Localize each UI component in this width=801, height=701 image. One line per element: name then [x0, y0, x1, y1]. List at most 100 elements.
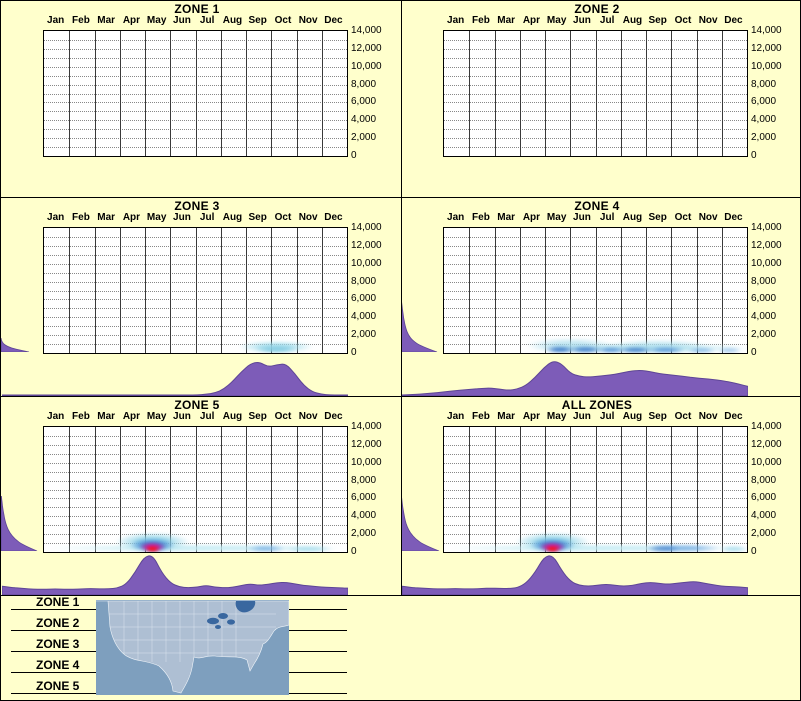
y-axis-tick-label: 14,000 — [351, 25, 382, 36]
grid-month-line — [671, 31, 673, 156]
month-label: Apr — [522, 15, 541, 26]
month-label: Jul — [199, 15, 215, 26]
season-density-curve — [402, 555, 748, 595]
grid-month-line — [545, 427, 546, 552]
heat-blob — [283, 544, 335, 552]
grid-month-line — [119, 427, 121, 552]
heat-blob — [595, 345, 626, 353]
grid-month-line — [321, 427, 323, 552]
month-label: Aug — [222, 411, 243, 422]
month-label: Dec — [324, 15, 343, 26]
month-label: Feb — [472, 212, 490, 223]
grid-month-line — [119, 228, 121, 353]
month-label: Dec — [724, 212, 743, 223]
zone-panel-zone-2: ZONE 2 Jan Feb Mar Apr May Jun Jul Aug Sep Oct Nov D… — [401, 1, 800, 198]
month-label: Mar — [497, 15, 516, 26]
grid-month-line — [494, 31, 496, 156]
month-label: Jul — [599, 411, 615, 422]
map-state-lines — [108, 601, 276, 662]
row-divider-3 — [1, 595, 800, 596]
panel-title: ALL ZONES — [561, 398, 633, 412]
heat-blob — [646, 345, 687, 353]
grid-month-line — [570, 31, 572, 156]
y-axis-tick-label: 14,000 — [751, 421, 782, 432]
grid-month-line — [721, 228, 723, 353]
grid-month-line — [220, 228, 222, 353]
grid-month-line — [321, 31, 323, 156]
y-axis-tick-label: 14,000 — [751, 222, 782, 233]
y-axis-tick-label: 8,000 — [751, 78, 777, 90]
month-label: Feb — [72, 212, 90, 223]
y-axis-tick-label: 0 — [751, 347, 757, 358]
month-label: Aug — [222, 15, 243, 26]
grid-month-line — [671, 228, 673, 353]
month-label: Jun — [573, 15, 591, 26]
row-divider-2 — [1, 396, 800, 397]
grid-month-line — [145, 31, 146, 156]
grid-month-line — [69, 31, 71, 156]
heat-blob — [44, 542, 347, 552]
phenology-grid — [443, 227, 748, 354]
grid-month-line — [620, 228, 622, 353]
y-axis-tick-label: 12,000 — [351, 239, 382, 251]
grid-month-line — [220, 427, 222, 552]
month-label: Feb — [72, 15, 90, 26]
grid-month-line — [646, 427, 647, 552]
grid-month-line — [94, 427, 96, 552]
month-label: Oct — [674, 15, 692, 26]
heat-blob — [246, 543, 287, 552]
phenology-grid — [443, 30, 748, 157]
month-label: Nov — [698, 411, 718, 422]
legend-zone-label: ZONE 1 — [36, 595, 80, 609]
elevation-density-curve — [401, 496, 440, 551]
month-label: Sep — [648, 212, 667, 223]
column-divider — [401, 1, 402, 596]
y-axis-tick-label: 10,000 — [751, 60, 782, 72]
month-label: Jul — [599, 212, 615, 223]
zone-panel-all-zones: ALL ZONES Jan Feb Mar Apr May Jun Jul Aug Sep Oct N… — [401, 397, 800, 596]
y-axis-tick-label: 8,000 — [351, 474, 377, 486]
month-label: Nov — [298, 212, 318, 223]
month-label: Feb — [72, 411, 90, 422]
grid-month-line — [469, 427, 471, 552]
grid-month-line — [519, 228, 521, 353]
y-axis-tick-label: 12,000 — [351, 42, 382, 54]
heat-blob — [145, 544, 161, 552]
phenology-grid — [443, 426, 748, 553]
y-axis-tick-label: 4,000 — [351, 510, 377, 522]
month-label: May — [146, 15, 167, 26]
month-label: Mar — [497, 411, 516, 422]
y-axis-tick-label: 4,000 — [351, 311, 377, 323]
month-label: Jun — [573, 411, 591, 422]
month-label: Sep — [248, 212, 267, 223]
row-divider-1 — [1, 197, 800, 198]
grid-month-line — [646, 31, 647, 156]
y-axis-tick-label: 6,000 — [751, 492, 777, 504]
month-label: Nov — [698, 15, 718, 26]
panel-title: ZONE 3 — [174, 199, 220, 213]
legend-zone-label: ZONE 4 — [36, 658, 80, 672]
grid-month-line — [721, 427, 723, 552]
grid-month-line — [494, 228, 496, 353]
grid-month-line — [671, 427, 673, 552]
grid-month-line — [696, 228, 698, 353]
grid-month-line — [595, 31, 597, 156]
month-label: May — [546, 212, 567, 223]
month-label: Jun — [173, 15, 191, 26]
month-label: Aug — [622, 411, 643, 422]
zone-panel-zone-1: ZONE 1 Jan Feb Mar Apr May Jun Jul Aug Sep Oct Nov D… — [1, 1, 401, 198]
legend-zone-label: ZONE 5 — [36, 679, 80, 693]
y-axis-tick-label: 8,000 — [351, 275, 377, 287]
month-label: Nov — [298, 15, 318, 26]
month-label: Apr — [522, 411, 541, 422]
month-label: Mar — [97, 212, 116, 223]
month-label: Apr — [122, 15, 141, 26]
grid-month-line — [494, 427, 496, 552]
y-axis-tick-label: 2,000 — [751, 132, 777, 144]
grid-month-line — [595, 228, 597, 353]
grid-month-line — [94, 31, 96, 156]
grid-month-line — [271, 31, 273, 156]
season-density-curve — [402, 361, 748, 396]
y-axis-tick-label: 4,000 — [751, 114, 777, 126]
y-axis-tick-label: 0 — [751, 150, 757, 161]
